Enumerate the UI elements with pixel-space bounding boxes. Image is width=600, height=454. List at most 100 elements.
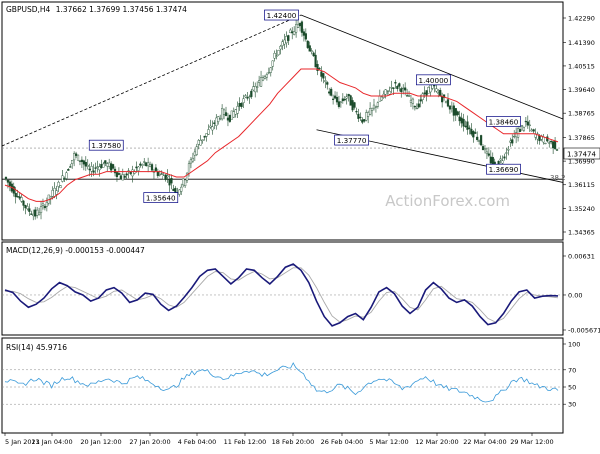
candle-body — [341, 98, 344, 102]
candle-body — [137, 166, 140, 171]
candle-body — [405, 95, 409, 97]
candle-body — [413, 106, 416, 108]
rsi-axis: 100 70 50 30 — [563, 341, 580, 409]
candle-body — [224, 112, 228, 116]
candle-body — [511, 139, 514, 144]
candle-body — [330, 88, 333, 96]
candle-body — [125, 173, 128, 176]
candle-body — [308, 45, 311, 52]
price-label-box — [264, 9, 299, 21]
price-label-box — [416, 74, 451, 86]
macd-label: MACD(12,26,9) -0.000153 -0.000447 — [6, 246, 145, 255]
price-label-box — [334, 134, 369, 146]
macd-plot — [2, 263, 563, 327]
candle-body — [209, 125, 212, 128]
candle-body — [117, 173, 121, 175]
candle-body — [22, 200, 25, 206]
candle-body — [349, 95, 352, 106]
candle-body — [522, 127, 526, 131]
price-tick-label: 1.35240 — [568, 205, 595, 213]
candle-body — [503, 156, 506, 159]
candle-body — [84, 162, 87, 167]
candle-body — [415, 107, 418, 110]
candle-body — [100, 164, 103, 168]
candle-body — [421, 93, 424, 100]
candle-body — [90, 166, 93, 172]
moving-average-line — [4, 68, 559, 202]
candle-body — [256, 86, 259, 88]
candle-body — [528, 124, 531, 126]
rsi-label: RSI(14) 45.9716 — [6, 343, 67, 352]
candle-body — [281, 41, 284, 46]
candle-body — [193, 151, 196, 156]
candle-body — [141, 164, 144, 166]
candle-body — [238, 103, 241, 107]
candle-body — [441, 96, 444, 103]
price-label: 1.40000 — [419, 76, 449, 85]
candle-body — [53, 187, 56, 197]
candle-body — [61, 175, 64, 182]
candle-body — [49, 196, 52, 199]
candle-body — [246, 97, 249, 99]
candle-body — [139, 163, 142, 166]
candle-body — [293, 31, 296, 35]
candle-body — [106, 163, 109, 167]
candle-body — [213, 122, 216, 124]
candle-body — [328, 91, 331, 94]
candle-body — [446, 99, 450, 107]
candle-body — [470, 128, 473, 135]
candle-body — [487, 153, 490, 156]
candle-body — [277, 50, 280, 56]
candle-body — [404, 87, 407, 91]
candle-body — [113, 168, 117, 174]
candle-body — [501, 160, 504, 164]
macd-tick-label: 0.00 — [568, 291, 582, 299]
price-label: 1.37770 — [337, 136, 367, 145]
candle-body — [396, 86, 399, 89]
candle-body — [370, 107, 374, 111]
candle-body — [82, 160, 85, 165]
candle-body — [444, 101, 448, 104]
candle-body — [306, 40, 309, 48]
price-tick-label: 1.34365 — [568, 229, 595, 237]
rsi-tick-label: 100 — [568, 341, 580, 349]
candle-body — [324, 80, 327, 82]
price-annotations: 1.42400 1.40000 1.38460 1.37580 1.37770 1.366… — [88, 9, 521, 203]
candle-body — [121, 174, 124, 181]
price-tick-label: 1.40515 — [568, 62, 595, 70]
price-tick-label: 1.36990 — [568, 158, 595, 166]
candle-body — [71, 159, 74, 164]
candle-body — [374, 106, 378, 108]
price-label: 1.37580 — [91, 141, 121, 150]
candle-body — [36, 209, 39, 216]
candle-body — [304, 33, 307, 40]
candle-body — [234, 109, 237, 115]
price-tick-label: 1.38765 — [568, 110, 595, 118]
candle-body — [310, 50, 313, 52]
candle-body — [51, 190, 54, 197]
candle-body — [57, 181, 60, 187]
candle-body — [394, 82, 397, 84]
candle-body — [283, 39, 286, 45]
price-label: 1.36690 — [489, 165, 519, 174]
candle-body — [96, 166, 99, 168]
candle-body — [318, 68, 321, 70]
candle-body — [491, 157, 494, 166]
price-label: 1.35640 — [146, 194, 176, 203]
watermark: ActionForex.com — [385, 192, 510, 210]
candle-body — [279, 45, 282, 50]
candle-body — [170, 178, 173, 184]
candle-body — [516, 128, 520, 138]
candle-body — [314, 54, 317, 68]
candle-body — [4, 176, 8, 180]
candle-body — [45, 202, 48, 207]
candle-body — [217, 116, 220, 122]
price-tick-label: 1.36115 — [568, 181, 595, 189]
candle-body — [242, 98, 245, 103]
current-price-value: 1.37474 — [567, 151, 596, 159]
candle-body — [111, 164, 115, 169]
time-tick-label: 22 Mar 04:00 — [463, 438, 506, 446]
candle-body — [78, 160, 82, 162]
candle-body — [429, 84, 432, 93]
candle-body — [108, 162, 111, 167]
